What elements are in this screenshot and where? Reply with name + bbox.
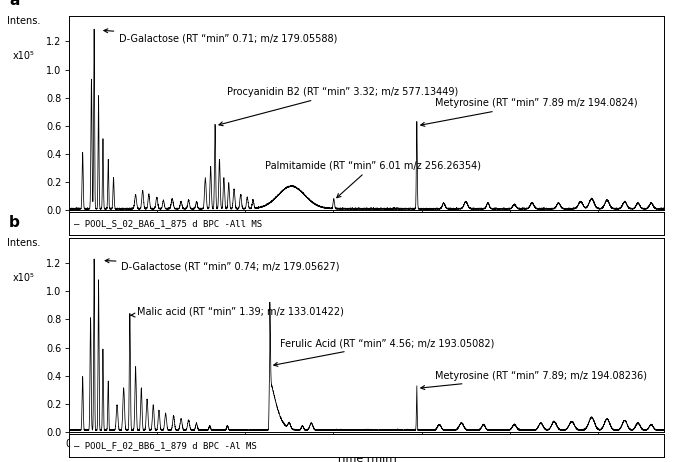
Text: x10⁵: x10⁵ — [13, 51, 35, 61]
Text: Metyrosine (RT “min” 7.89; m/z 194.08236): Metyrosine (RT “min” 7.89; m/z 194.08236… — [421, 371, 647, 389]
Text: x10⁵: x10⁵ — [13, 273, 35, 283]
Text: — POOL_S_02_BA6_1_875 d BPC -All MS: — POOL_S_02_BA6_1_875 d BPC -All MS — [75, 219, 262, 228]
X-axis label: Time [min]: Time [min] — [336, 453, 397, 462]
Text: b: b — [9, 215, 20, 230]
Text: Metyrosine (RT “min” 7.89 m/z 194.0824): Metyrosine (RT “min” 7.89 m/z 194.0824) — [421, 98, 638, 126]
Text: a: a — [9, 0, 19, 8]
Text: D-Galactose (RT “min” 0.74; m/z 179.05627): D-Galactose (RT “min” 0.74; m/z 179.0562… — [105, 259, 340, 271]
Text: Malic acid (RT “min” 1.39; m/z 133.01422): Malic acid (RT “min” 1.39; m/z 133.01422… — [131, 306, 344, 317]
Text: Procyanidin B2 (RT “min” 3.32; m/z 577.13449): Procyanidin B2 (RT “min” 3.32; m/z 577.1… — [219, 87, 459, 126]
Text: D-Galactose (RT “min” 0.71; m/z 179.05588): D-Galactose (RT “min” 0.71; m/z 179.0558… — [104, 29, 338, 44]
Text: Intens.: Intens. — [7, 238, 40, 248]
Text: — POOL_F_02_BB6_1_879 d BPC -Al MS: — POOL_F_02_BB6_1_879 d BPC -Al MS — [75, 441, 257, 450]
Text: Ferulic Acid (RT “min” 4.56; m/z 193.05082): Ferulic Acid (RT “min” 4.56; m/z 193.050… — [274, 338, 495, 366]
Text: Intens.: Intens. — [7, 16, 40, 26]
Text: Palmitamide (RT “min” 6.01 m/z 256.26354): Palmitamide (RT “min” 6.01 m/z 256.26354… — [265, 160, 481, 198]
